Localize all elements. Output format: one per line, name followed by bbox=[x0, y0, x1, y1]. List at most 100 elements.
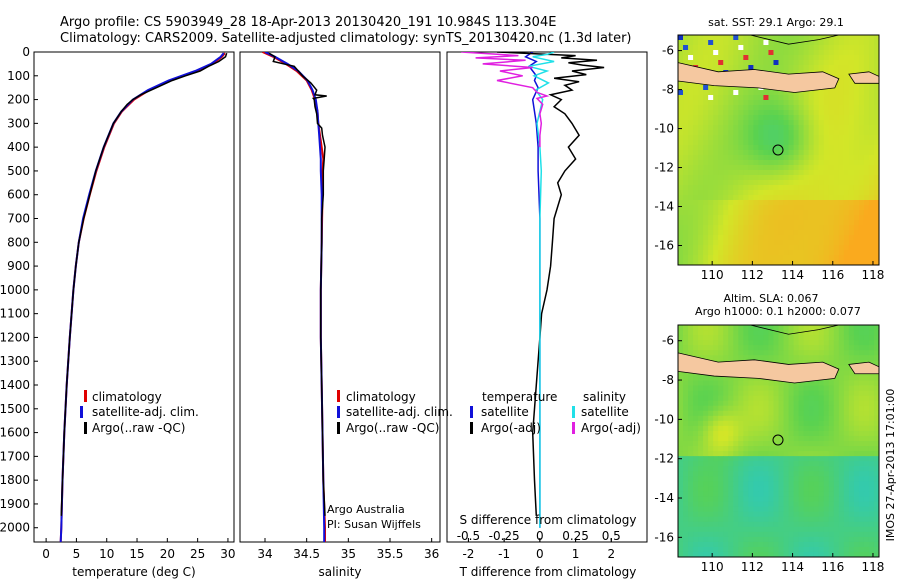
map-cell bbox=[738, 385, 744, 392]
map-cell bbox=[843, 130, 850, 136]
map-cell bbox=[763, 150, 770, 156]
map-cell bbox=[803, 506, 810, 513]
map-cell bbox=[708, 130, 714, 136]
map-cell bbox=[783, 410, 790, 417]
map-cell bbox=[868, 400, 875, 407]
s-difference-tick-label: 0 bbox=[536, 529, 544, 543]
map-cell bbox=[678, 370, 684, 377]
map-cell bbox=[713, 435, 719, 442]
map-cell bbox=[748, 456, 754, 462]
map-cell bbox=[813, 220, 820, 226]
salinity-panel: 34 34.5 35 35.5 36 salinity climatology sate… bbox=[239, 51, 453, 579]
map-cell bbox=[693, 260, 699, 265]
map-cell bbox=[698, 220, 704, 226]
map-cell bbox=[843, 110, 850, 116]
map-cell bbox=[843, 155, 850, 161]
map-cell bbox=[688, 255, 694, 261]
map-cell bbox=[828, 45, 835, 51]
map-cell bbox=[778, 496, 785, 503]
map-cell bbox=[753, 496, 760, 503]
map-cell bbox=[858, 430, 865, 437]
map-cell bbox=[868, 456, 875, 462]
map-cell bbox=[823, 456, 830, 462]
map-cell bbox=[713, 95, 719, 101]
map-cell bbox=[753, 415, 760, 422]
map-cell bbox=[828, 516, 835, 523]
map-cell bbox=[718, 240, 724, 246]
map-cell bbox=[773, 536, 780, 543]
map-cell bbox=[753, 110, 760, 116]
map-cell bbox=[753, 486, 760, 493]
map-cell bbox=[758, 466, 765, 472]
map-cell bbox=[763, 481, 770, 487]
map-cell bbox=[828, 35, 835, 41]
map-cell bbox=[723, 456, 729, 462]
map-cell bbox=[743, 546, 749, 553]
map-cell bbox=[848, 65, 855, 71]
map-cell bbox=[783, 110, 790, 116]
map-cell bbox=[763, 435, 770, 442]
map-cell bbox=[748, 235, 754, 241]
map-cell bbox=[723, 150, 729, 156]
map-cell bbox=[858, 415, 865, 422]
difference-series bbox=[461, 52, 605, 528]
map-cell bbox=[758, 100, 765, 106]
map-cell bbox=[723, 496, 729, 503]
map-cell bbox=[678, 110, 684, 116]
map-cell bbox=[698, 410, 704, 417]
map-cell bbox=[713, 215, 719, 221]
map-cell bbox=[703, 190, 709, 196]
map-cell bbox=[873, 165, 879, 171]
map-cell bbox=[778, 60, 785, 66]
map-cell bbox=[818, 165, 825, 171]
map-cell bbox=[713, 150, 719, 156]
map-cell bbox=[823, 175, 830, 181]
temperature-tick-label: 5 bbox=[73, 547, 81, 561]
map-cell bbox=[813, 506, 820, 513]
map-cell bbox=[773, 150, 780, 156]
map-cell bbox=[743, 125, 749, 131]
map-cell bbox=[853, 195, 860, 201]
map-cell bbox=[858, 125, 865, 131]
map-cell bbox=[823, 451, 830, 457]
lon-tick-label: 114 bbox=[781, 560, 804, 574]
map-cell bbox=[863, 410, 870, 417]
map-cell bbox=[683, 380, 689, 387]
map-cell bbox=[833, 195, 840, 201]
map-cell bbox=[763, 446, 770, 452]
map-cell bbox=[838, 430, 845, 437]
map-cell bbox=[708, 526, 714, 533]
map-cell bbox=[683, 446, 689, 452]
map-cell bbox=[688, 40, 694, 46]
map-cell bbox=[678, 35, 684, 41]
map-cell bbox=[828, 260, 835, 265]
map-cell bbox=[768, 491, 775, 498]
map-cell bbox=[753, 325, 760, 331]
map-cell bbox=[688, 385, 694, 392]
map-cell bbox=[788, 175, 795, 181]
map-cell bbox=[858, 105, 865, 111]
map-cell bbox=[838, 516, 845, 523]
map-cell bbox=[863, 215, 870, 221]
map-cell bbox=[683, 85, 689, 91]
map-cell bbox=[733, 390, 739, 397]
map-cell bbox=[793, 185, 800, 191]
map-cell bbox=[813, 471, 820, 477]
map-cell bbox=[753, 175, 760, 181]
map-cell bbox=[743, 491, 749, 498]
map-cell bbox=[833, 536, 840, 543]
map-cell bbox=[768, 435, 775, 442]
map-cell bbox=[873, 410, 879, 417]
map-cell bbox=[773, 350, 780, 356]
lat-tick-label: -14 bbox=[654, 491, 674, 505]
map-cell bbox=[783, 250, 790, 256]
t-difference-tick-label: -2 bbox=[462, 547, 474, 561]
map-cell bbox=[868, 405, 875, 412]
map-cell bbox=[788, 210, 795, 216]
map-cell bbox=[703, 335, 709, 341]
map-cell bbox=[833, 105, 840, 111]
map-cell bbox=[843, 105, 850, 111]
map-cell bbox=[848, 160, 855, 166]
map-cell bbox=[813, 35, 820, 41]
map-cell bbox=[848, 496, 855, 503]
